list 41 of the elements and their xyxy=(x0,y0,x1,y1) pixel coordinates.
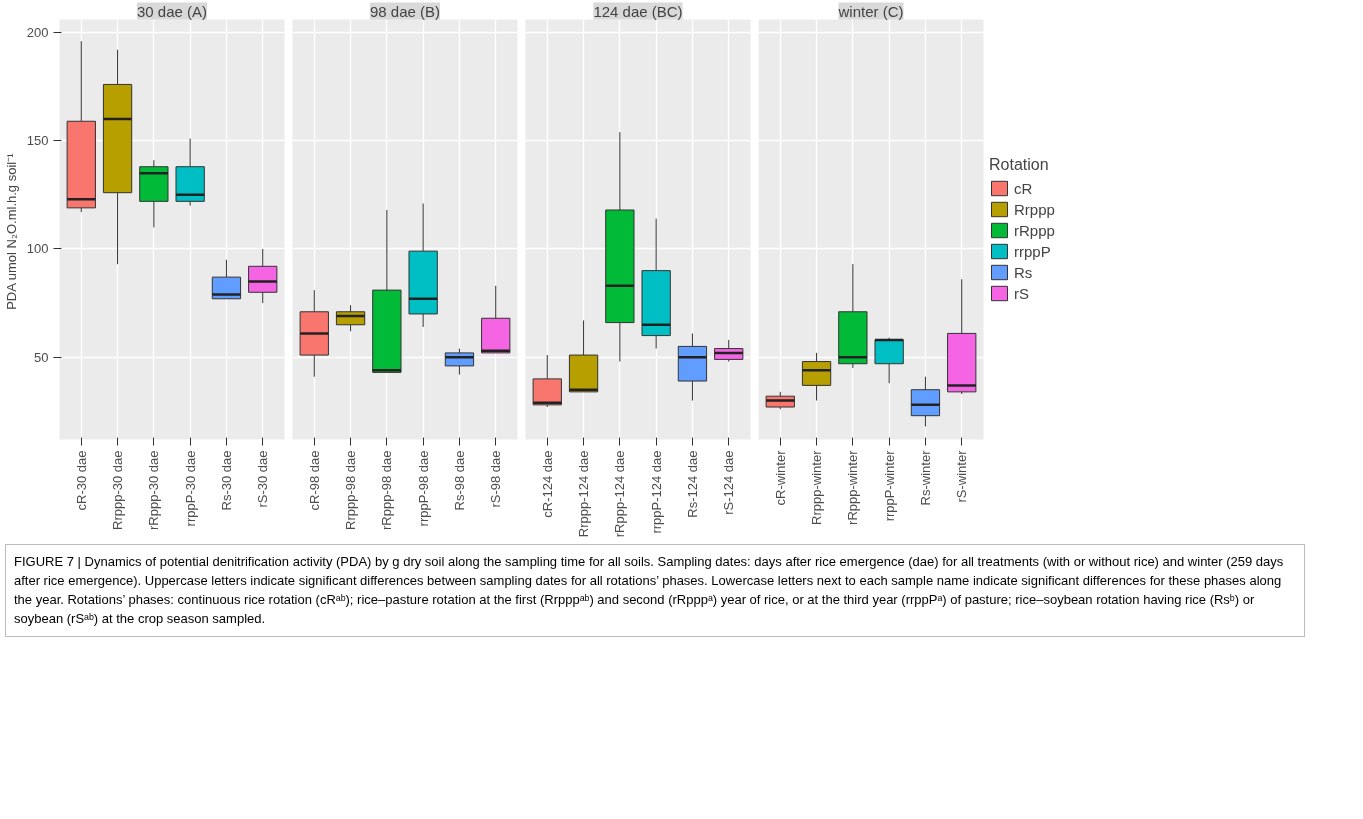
legend-label: rRppp xyxy=(1014,221,1055,239)
y-tick-label: 150 xyxy=(26,133,49,149)
x-tick-label: rRppp-winter xyxy=(845,449,861,525)
legend-title: Rotation xyxy=(989,156,1050,174)
x-tick-label: Rs-30 dae xyxy=(218,450,234,511)
x-tick-label: rrppP-winter xyxy=(881,449,897,522)
legend-label: Rs xyxy=(1014,263,1034,281)
y-tick-label: 200 xyxy=(26,24,49,40)
x-tick-label: cR-30 dae xyxy=(73,450,89,511)
y-axis-title: PDA umol N₂O.ml.h.g soil⁻¹ xyxy=(3,152,19,310)
legend-label: rrppP xyxy=(1014,242,1051,260)
x-tick-label: rS-124 dae xyxy=(721,450,737,515)
x-tick-label: rS-30 dae xyxy=(255,450,271,508)
caption: FIGURE 7 | Dynamics of potential denitrification activity (PDA) by g dry soil along the sampling time for all soils. Sampling dates: days after rice emergence (dae) for all treatments (with or without rice) and winter (259 days after rice emergence). Uppercase letters indicate significant differences between sampling dates for all rotations’ phases. Lowercase letters next to each sample name indicate significant differences for these phases along the year. Rotations’ phases: continuous rice rotation (cRᵃᵇ); rice–pasture rotation at the first (Rrpppᵃᵇ) and second (rRpppᵃ) year of rice, or at the third year (rrppPᵃ) of pasture; rice–soybean rotation having rice (Rsᵇ) or soybean (rSᵃᵇ) at the crop season sampled. xyxy=(14,553,1285,628)
chart-title: 98 dae (B) xyxy=(369,2,441,20)
chart-title: 124 dae (BC) xyxy=(593,2,683,20)
x-tick-label: rRppp-124 dae xyxy=(612,450,628,538)
x-tick-label: rS-98 dae xyxy=(488,450,504,508)
chart-title: winter (C) xyxy=(837,2,904,20)
y-tick-label: 100 xyxy=(26,241,49,257)
x-tick-label: cR-winter xyxy=(772,449,788,506)
x-tick-label: rrppP-98 dae xyxy=(415,450,431,527)
x-tick-label: Rrppp-winter xyxy=(809,449,825,525)
x-tick-label: Rrppp-124 dae xyxy=(576,450,592,538)
x-tick-label: Rs-98 dae xyxy=(451,450,467,511)
x-tick-label: rRppp-98 dae xyxy=(379,450,395,530)
legend-label: cR xyxy=(1014,179,1034,197)
chart-title: 30 dae (A) xyxy=(136,2,208,20)
x-tick-label: Rrppp-98 dae xyxy=(343,450,359,530)
y-tick-label: 50 xyxy=(34,349,49,365)
x-tick-label: rS-winter xyxy=(954,449,970,503)
x-tick-label: rRppp-30 dae xyxy=(146,450,162,530)
x-tick-label: cR-124 dae xyxy=(539,450,555,518)
x-tick-label: cR-98 dae xyxy=(306,450,322,511)
x-tick-label: Rs-124 dae xyxy=(684,450,700,518)
legend-label: Rrppp xyxy=(1014,200,1055,218)
x-tick-label: rrppP-30 dae xyxy=(182,450,198,527)
x-tick-label: Rs-winter xyxy=(917,449,933,506)
x-tick-label: Rrppp-30 dae xyxy=(110,450,126,530)
legend-label: rS xyxy=(1014,284,1030,302)
x-tick-label: rrppP-124 dae xyxy=(648,450,664,534)
